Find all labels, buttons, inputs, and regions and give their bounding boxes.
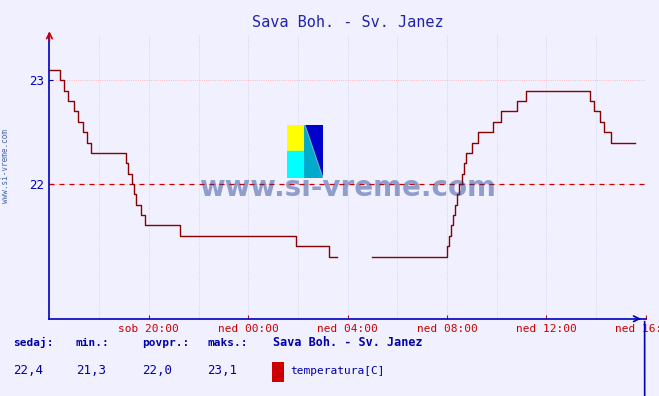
Text: temperatura[C]: temperatura[C]	[290, 366, 384, 376]
Text: maks.:: maks.:	[208, 339, 248, 348]
Text: 22,0: 22,0	[142, 364, 172, 377]
Text: min.:: min.:	[76, 339, 109, 348]
Bar	[304, 125, 323, 178]
Text: 22,4: 22,4	[13, 364, 43, 377]
Text: 21,3: 21,3	[76, 364, 106, 377]
Text: sedaj:: sedaj:	[13, 337, 53, 348]
Polygon shape	[304, 125, 323, 178]
Text: www.si-vreme.com: www.si-vreme.com	[199, 173, 496, 202]
Bar	[287, 151, 304, 178]
Title: Sava Boh. - Sv. Janez: Sava Boh. - Sv. Janez	[252, 15, 444, 30]
Text: Sava Boh. - Sv. Janez: Sava Boh. - Sv. Janez	[273, 337, 423, 350]
Text: www.si-vreme.com: www.si-vreme.com	[1, 129, 10, 203]
Text: povpr.:: povpr.:	[142, 339, 189, 348]
Text: 23,1: 23,1	[208, 364, 238, 377]
Bar	[287, 125, 304, 151]
